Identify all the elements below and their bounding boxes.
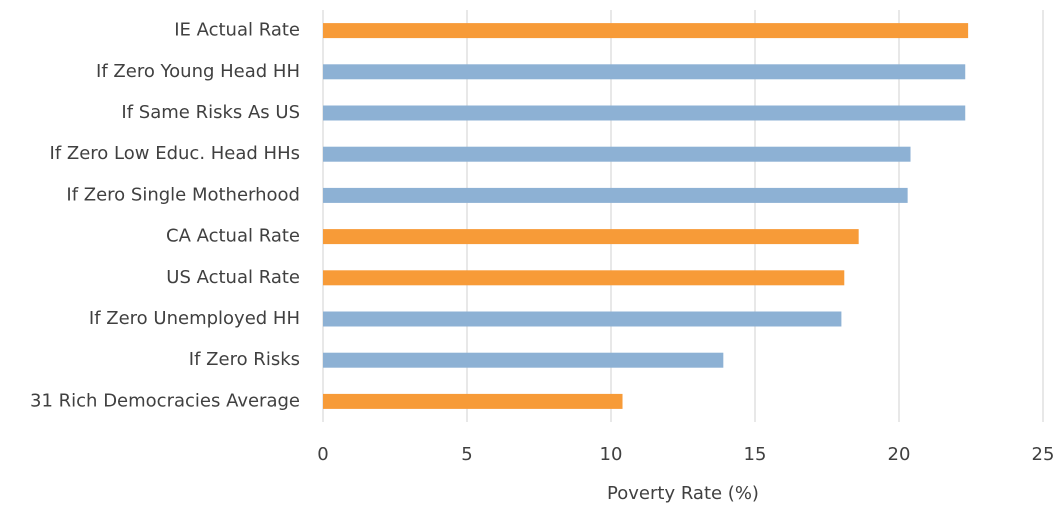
bar <box>323 187 908 203</box>
y-tick-label: If Zero Low Educ. Head HHs <box>50 143 300 164</box>
bar <box>323 64 966 80</box>
x-tick-label: 20 <box>888 444 911 465</box>
x-axis-title: Poverty Rate (%) <box>607 483 759 504</box>
bar <box>323 105 966 121</box>
bar <box>323 229 859 245</box>
bar <box>323 352 724 368</box>
bar <box>323 146 911 162</box>
x-tick-label: 10 <box>600 444 623 465</box>
y-tick-label: If Zero Unemployed HH <box>89 308 300 329</box>
y-tick-label: CA Actual Rate <box>166 226 300 247</box>
y-tick-label: 31 Rich Democracies Average <box>30 390 300 411</box>
bar <box>323 393 623 409</box>
y-tick-label: If Zero Young Head HH <box>96 61 300 82</box>
y-tick-label: US Actual Rate <box>166 267 300 288</box>
y-tick-label: If Zero Risks <box>189 349 300 370</box>
x-tick-label: 5 <box>461 444 472 465</box>
x-tick-label: 15 <box>744 444 767 465</box>
bar <box>323 23 969 39</box>
bar <box>323 311 842 327</box>
y-tick-label: If Zero Single Motherhood <box>66 184 300 205</box>
y-tick-label: IE Actual Rate <box>174 20 300 41</box>
y-tick-label: If Same Risks As US <box>121 102 300 123</box>
x-tick-label: 25 <box>1032 444 1055 465</box>
x-tick-label: 0 <box>317 444 328 465</box>
bar <box>323 270 845 286</box>
